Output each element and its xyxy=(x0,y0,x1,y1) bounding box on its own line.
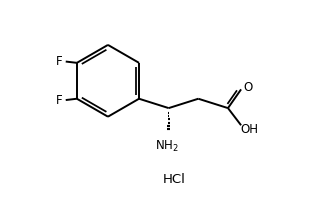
Text: HCl: HCl xyxy=(163,173,186,186)
Text: OH: OH xyxy=(241,123,259,136)
Text: F: F xyxy=(56,55,62,68)
Text: O: O xyxy=(243,81,252,94)
Text: NH$_2$: NH$_2$ xyxy=(155,139,179,154)
Text: F: F xyxy=(56,94,62,107)
